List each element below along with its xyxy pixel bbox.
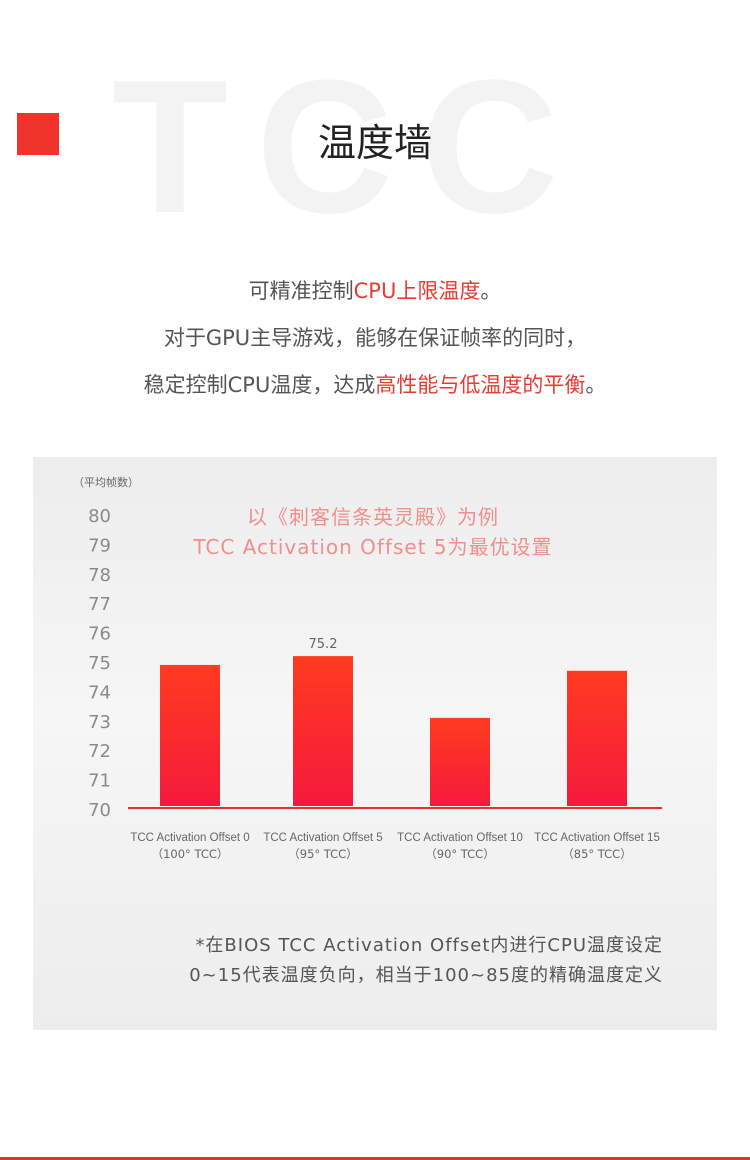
section-title: 温度墙: [317, 121, 432, 165]
x-category-sublabel: （95° TCC）: [288, 847, 357, 861]
data-label: 75.2: [309, 637, 338, 652]
chart-panel: （平均帧数） 以《刺客信条英灵殿》为例 TCC Activation Offse…: [33, 457, 717, 1030]
y-axis-unit-label: （平均帧数）: [73, 476, 139, 489]
intro-line-3-text: 稳定控制CPU温度，达成: [143, 373, 376, 397]
x-category-sublabel: （100° TCC）: [152, 847, 229, 861]
intro-text: 可精准控制CPU上限温度。 对于GPU主导游戏，能够在保证帧率的同时， 稳定控制…: [0, 268, 750, 409]
y-tick-label: 76: [88, 624, 111, 645]
intro-line-1-highlight: CPU上限温度: [353, 279, 481, 303]
x-category-sublabel: （85° TCC）: [562, 847, 631, 861]
y-tick-label: 79: [88, 535, 111, 556]
bar-2: [430, 717, 490, 806]
bar-chart: 80 79 78 77 76 75 74 73 72 71 70 TCC Activation Off…: [88, 506, 662, 861]
intro-line-1-end: 。: [480, 279, 502, 303]
bar-1: [293, 656, 353, 806]
intro-line-3-end: 。: [585, 373, 607, 397]
tcc-watermark: TCC: [112, 41, 587, 253]
y-tick-label: 78: [88, 565, 111, 586]
chart-title: 以《刺客信条英灵殿》为例: [247, 505, 499, 529]
y-tick-label: 80: [88, 506, 111, 527]
y-tick-label: 71: [88, 771, 111, 792]
y-tick-label: 73: [88, 712, 111, 733]
bottom-divider: [0, 1157, 750, 1160]
accent-square: [17, 113, 59, 155]
intro-line-1-text: 可精准控制: [248, 279, 354, 303]
intro-line-2: 对于GPU主导游戏，能够在保证帧率的同时，: [163, 326, 587, 350]
y-tick-label: 72: [88, 741, 111, 762]
intro-line-3: 稳定控制CPU温度，达成高性能与低温度的平衡。: [0, 362, 750, 409]
bar-3: [567, 670, 627, 806]
x-category-label: TCC Activation Offset 5: [263, 832, 382, 844]
intro-line-1: 可精准控制CPU上限温度。: [0, 268, 750, 315]
y-tick-label: 70: [88, 800, 111, 821]
intro-line-3-highlight: 高性能与低温度的平衡: [375, 373, 586, 397]
bar-0: [160, 664, 220, 806]
x-category-label: TCC Activation Offset 15: [534, 832, 660, 844]
footnote-line-2: 0~15代表温度负向，相当于100~85度的精确温度定义: [189, 965, 663, 986]
footnote-line-1: *在BIOS TCC Activation Offset内进行CPU温度设定: [195, 935, 663, 956]
chart-subtitle: TCC Activation Offset 5为最优设置: [193, 535, 553, 559]
x-category-sublabel: （90° TCC）: [425, 847, 494, 861]
y-tick-label: 77: [88, 594, 111, 615]
x-category-label: TCC Activation Offset 10: [397, 832, 523, 844]
y-tick-label: 74: [88, 682, 111, 703]
y-tick-label: 75: [88, 653, 111, 674]
x-category-label: TCC Activation Offset 0: [130, 832, 249, 844]
